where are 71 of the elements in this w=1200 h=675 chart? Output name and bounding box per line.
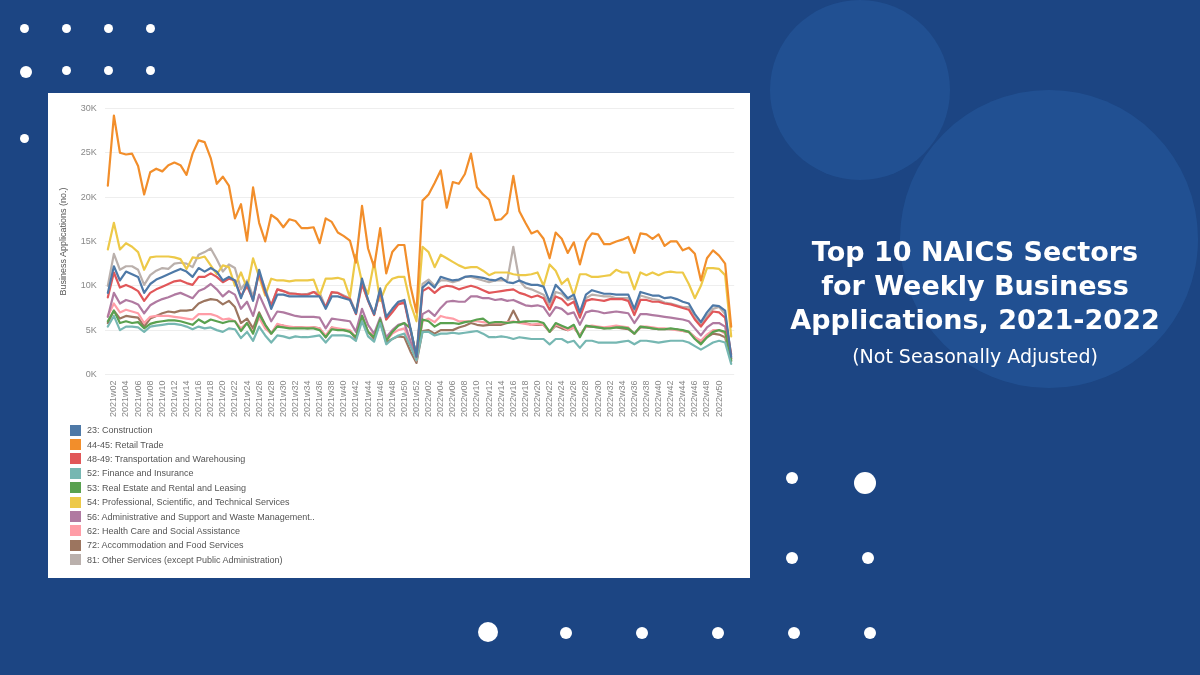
y-tick-label: 15K: [80, 235, 97, 246]
x-tick-label: 2022w36: [628, 380, 639, 418]
x-tick-label: 2021w22: [229, 380, 240, 418]
x-tick-label: 2021w48: [386, 380, 397, 418]
x-tick-label: 2022w34: [616, 380, 627, 418]
x-tick-label: 2022w02: [423, 380, 434, 418]
x-tick-label: 2021w02: [108, 380, 119, 418]
x-tick-label: 2021w30: [277, 380, 288, 418]
y-tick-label: 30K: [80, 102, 97, 113]
x-tick-label: 2022w04: [435, 380, 446, 418]
x-tick-label: 2022w16: [507, 380, 518, 418]
y-tick-label: 0K: [85, 368, 97, 379]
x-tick-label: 2022w42: [665, 380, 676, 418]
x-tick-label: 2021w46: [374, 380, 385, 418]
x-tick-label: 2021w38: [326, 380, 337, 418]
x-tick-label: 2021w34: [302, 380, 313, 418]
x-tick-label: 2022w28: [580, 380, 591, 418]
legend-label: 48-49: Transportation and Warehousing: [87, 453, 246, 464]
x-tick-label: 2021w28: [265, 380, 276, 418]
x-tick-label: 2022w32: [604, 380, 615, 418]
x-tick-label: 2021w44: [362, 380, 373, 418]
x-tick-label: 2022w10: [471, 380, 482, 418]
x-tick-label: 2021w18: [205, 380, 216, 418]
x-tick-label: 2022w50: [713, 380, 724, 418]
x-tick-label: 2021w12: [168, 380, 179, 418]
y-tick-label: 20K: [80, 191, 97, 202]
x-tick-label: 2021w42: [350, 380, 361, 418]
x-tick-label: 2021w10: [156, 380, 167, 418]
legend-label: 44-45: Retail Trade: [87, 439, 164, 450]
x-tick-label: 2021w14: [181, 380, 191, 418]
x-tick-label: 2022w38: [640, 380, 651, 418]
x-tick-label: 2021w24: [241, 380, 252, 418]
x-tick-label: 2022w26: [568, 380, 579, 418]
x-tick-label: 2022w48: [701, 380, 712, 418]
x-tick-label: 2022w18: [519, 380, 530, 418]
x-tick-label: 2022w40: [653, 380, 664, 418]
x-tick-label: 2022w46: [689, 380, 700, 418]
x-tick-label: 2022w24: [556, 380, 567, 418]
x-tick-label: 2021w04: [120, 380, 131, 418]
x-tick-label: 2022w08: [459, 380, 470, 418]
x-tick-label: 2021w36: [314, 380, 325, 418]
y-tick-label: 5K: [85, 324, 97, 335]
text: Top 10 NAICS Sectors for Weekly Business Applications, 2021-2022: [790, 235, 1160, 337]
x-tick-label: 2021w52: [410, 380, 421, 418]
legend-label: 62: Health Care and Social Assistance: [87, 525, 241, 536]
x-tick-label: 2022w20: [532, 380, 542, 418]
x-tick-label: 2021w06: [132, 380, 143, 418]
legend-label: 53: Real Estate and Rental and Leasing: [87, 482, 247, 493]
x-tick-label: 2021w50: [398, 380, 409, 418]
x-tick-label: 2021w20: [217, 380, 228, 418]
x-tick-label: 2021w26: [253, 380, 264, 418]
x-tick-label: 2022w44: [677, 380, 688, 418]
legend-label: 52: Finance and Insurance: [87, 468, 194, 479]
y-tick-label: 25K: [80, 147, 97, 158]
x-tick-label: 2021w08: [144, 380, 155, 418]
x-tick-label: 2022w30: [592, 380, 603, 418]
x-tick-label: 2022w14: [495, 380, 506, 418]
x-tick-label: 2022w06: [447, 380, 458, 418]
legend-label: 56: Administrative and Support and Waste Management..: [87, 511, 315, 522]
x-tick-label: 2021w16: [193, 380, 204, 418]
x-tick-label: 2022w22: [544, 380, 555, 418]
legend-label: 54: Professional, Scientific, and Technical Services: [87, 497, 290, 508]
legend-label: 23: Construction: [87, 425, 153, 436]
y-axis-title: Business Applications (no.): [57, 187, 68, 296]
text: (Not Seasonally Adjusted): [851, 345, 1099, 367]
x-tick-label: 2022w12: [483, 380, 494, 418]
x-tick-label: 2021w32: [289, 380, 300, 418]
y-tick-label: 10K: [80, 280, 97, 291]
x-tick-label: 2021w40: [338, 380, 349, 418]
legend-label: 72: Accommodation and Food Services: [87, 540, 244, 551]
legend-label: 81: Other Services (except Public Administration): [87, 554, 283, 565]
